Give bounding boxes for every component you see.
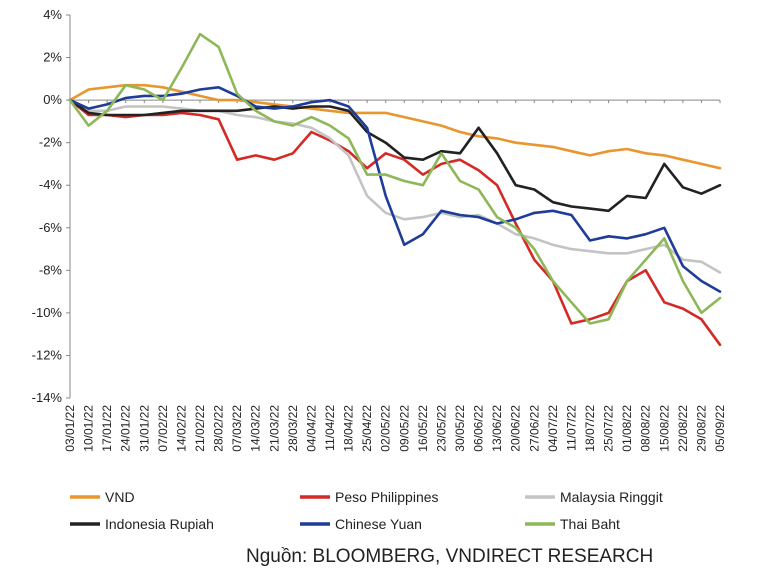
y-tick-label: -14% <box>32 390 63 405</box>
x-tick-label: 18/07/22 <box>583 405 597 452</box>
x-tick-label: 14/03/22 <box>249 405 263 452</box>
x-tick-label: 11/04/22 <box>323 405 337 451</box>
x-tick-label: 21/02/22 <box>193 405 207 452</box>
legend: VND Peso Philippines Malaysia Ringgit Indon… <box>70 489 663 532</box>
series-line-1 <box>68 98 722 347</box>
x-axis: 03/01/22 10/01/22 17/01/22 24/01/22 31/01/22… <box>63 99 727 452</box>
series-line-3 <box>68 98 722 213</box>
x-tick-label: 16/05/22 <box>416 405 430 452</box>
x-tick-label: 04/07/22 <box>546 405 560 452</box>
x-tick-label: 03/01/22 <box>63 405 77 452</box>
y-tick-label: -8% <box>39 262 63 277</box>
currency-line-chart: 4% 2% 0% -2% -4% -6% -8% -10% -12% -14% 03/01/22 1… <box>32 7 727 532</box>
x-tick-label: 09/05/22 <box>397 405 411 452</box>
x-tick-label: 21/03/22 <box>267 405 281 452</box>
x-tick-label: 15/08/22 <box>657 405 671 452</box>
x-tick-label: 10/01/22 <box>82 405 96 452</box>
x-tick-label: 23/05/22 <box>434 405 448 452</box>
y-tick-label: -4% <box>39 177 63 192</box>
y-axis: 4% 2% 0% -2% -4% -6% -8% -10% -12% -14% <box>32 7 71 405</box>
series-line-5 <box>68 32 722 325</box>
x-tick-label: 05/09/22 <box>713 405 727 452</box>
y-tick-label: 4% <box>43 7 62 22</box>
series-line-0 <box>68 83 722 170</box>
x-tick-label: 29/08/22 <box>694 405 708 452</box>
x-tick-label: 13/06/22 <box>490 405 504 452</box>
x-tick-label: 07/03/22 <box>230 405 244 452</box>
x-tick-label: 11/07/22 <box>564 405 578 451</box>
x-tick-label: 30/05/22 <box>453 405 467 452</box>
legend-label: Peso Philippines <box>335 489 439 505</box>
legend-label: Thai Baht <box>560 516 620 532</box>
legend-label: Chinese Yuan <box>335 516 422 532</box>
x-tick-label: 20/06/22 <box>509 405 523 452</box>
legend-label: Malaysia Ringgit <box>560 489 663 505</box>
x-tick-label: 08/08/22 <box>639 405 653 452</box>
legend-label: Indonesia Rupiah <box>105 516 214 532</box>
legend-label: VND <box>105 489 135 505</box>
x-tick-label: 25/04/22 <box>360 405 374 452</box>
x-tick-label: 17/01/22 <box>100 405 114 452</box>
series-line-4 <box>68 86 722 293</box>
y-tick-label: -6% <box>39 220 63 235</box>
y-tick-label: -12% <box>32 347 63 362</box>
x-tick-label: 01/08/22 <box>620 405 634 452</box>
y-tick-label: 0% <box>43 92 62 107</box>
source-note: Nguồn: BLOOMBERG, VNDIRECT RESEARCH <box>246 546 654 567</box>
x-tick-label: 24/01/22 <box>119 405 133 452</box>
series-lines <box>68 32 722 347</box>
x-tick-label: 28/03/22 <box>286 405 300 452</box>
series-line-2 <box>68 98 722 274</box>
x-tick-label: 22/08/22 <box>676 405 690 452</box>
y-tick-label: -10% <box>32 305 63 320</box>
x-tick-label: 25/07/22 <box>602 405 616 452</box>
y-tick-label: -2% <box>39 135 63 150</box>
x-tick-label: 31/01/22 <box>137 405 151 452</box>
x-tick-label: 02/05/22 <box>379 405 393 452</box>
x-tick-label: 07/02/22 <box>156 405 170 452</box>
x-tick-label: 18/04/22 <box>342 405 356 452</box>
x-tick-label: 27/06/22 <box>527 405 541 452</box>
x-tick-label: 06/06/22 <box>472 405 486 452</box>
x-tick-label: 28/02/22 <box>212 405 226 452</box>
x-tick-label: 04/04/22 <box>304 405 318 452</box>
y-tick-label: 2% <box>43 50 62 65</box>
x-tick-label: 14/02/22 <box>174 405 188 452</box>
